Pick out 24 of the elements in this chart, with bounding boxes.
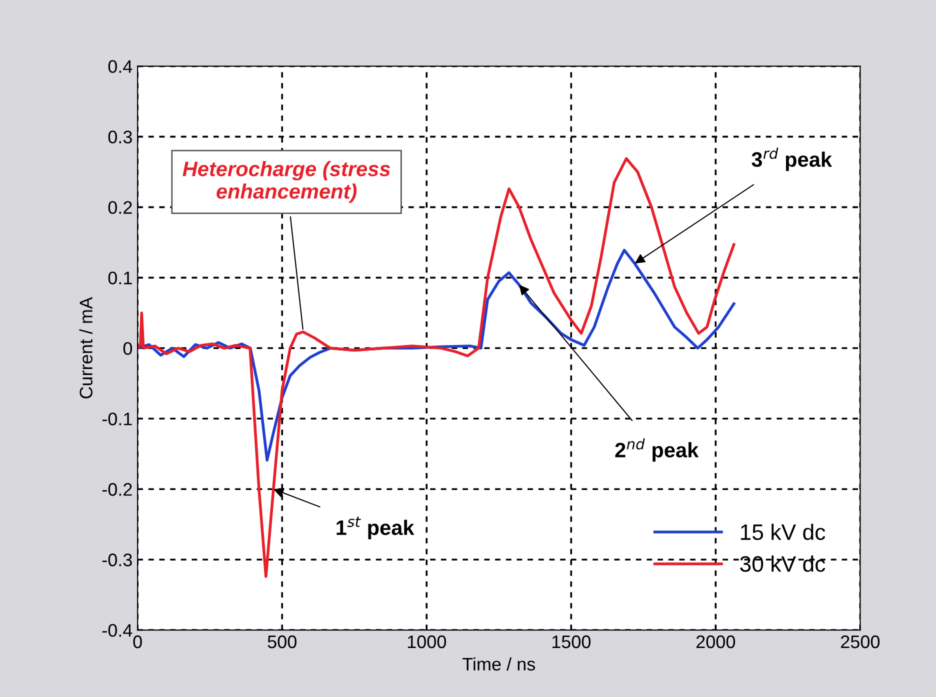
y-axis-title: Current / mA (79, 297, 92, 398)
annotation: 2$^{nd}$ peak (615, 438, 699, 462)
y-tick-label: 0.2 (108, 201, 132, 214)
x-tick-label: 2000 (696, 635, 736, 648)
x-tick-label: 500 (268, 635, 296, 648)
x-axis-title: Time / ns (462, 657, 536, 671)
y-tick-label: 0.1 (108, 272, 132, 284)
legend-label: 30 kV dc (740, 556, 826, 572)
annotation: Heterocharge (stress enhancement) (182, 161, 390, 203)
annotation: 1$^{st}$ peak (336, 516, 414, 540)
x-tick-label: 1500 (552, 635, 591, 648)
annotation: 3$^{rd}$ peak (752, 148, 832, 172)
y-tick-label: -0.1 (102, 412, 132, 426)
y-tick-label: -0.3 (102, 554, 132, 566)
x-tick-label: 0 (133, 635, 142, 648)
y-tick-label: -0.4 (102, 624, 132, 637)
x-tick-label: 1000 (408, 635, 446, 648)
y-tick-label: 0.4 (108, 60, 132, 73)
y-tick-label: -0.2 (102, 483, 132, 496)
x-tick-label: 2500 (841, 635, 880, 648)
legend-label: 15 kV dc (740, 524, 826, 540)
line-series (138, 157, 736, 578)
y-tick-label: 0.3 (108, 130, 132, 144)
y-tick-label: 0 (123, 342, 132, 355)
